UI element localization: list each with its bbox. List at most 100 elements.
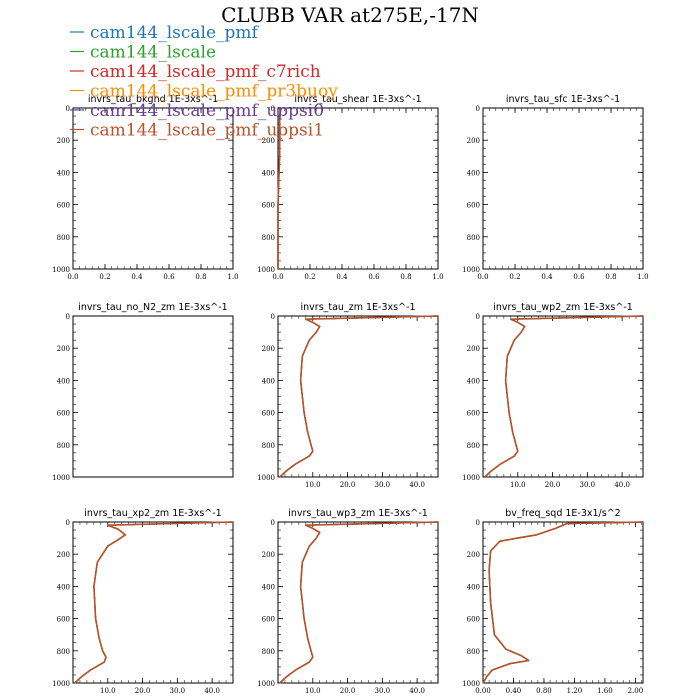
plot-frame bbox=[72, 315, 234, 478]
x-tick-label: 10.0 bbox=[305, 687, 321, 695]
panel-8: invrs_tau_wp3_zm 1E-3xs^-1 0 200 400 600 800 1… bbox=[257, 508, 439, 695]
x-tick-label: 0.0 bbox=[477, 273, 488, 281]
panel-6: invrs_tau_wp2_zm 1E-3xs^-1 0 200 400 600 800 1… bbox=[462, 302, 644, 489]
y-tick-label: 1000 bbox=[52, 266, 70, 274]
y-tick-label: 1000 bbox=[257, 680, 275, 688]
panel-9: bv_freq_sqd 1E-3x1/s^2020040060080010000… bbox=[462, 508, 644, 695]
x-tick-label: 30.0 bbox=[170, 687, 186, 695]
series-line-3 bbox=[279, 315, 439, 478]
panels: invrs_tau_bkgnd 1E-3xs^-1 0 200 400 600 800 10… bbox=[52, 94, 648, 695]
y-tick-label: 1000 bbox=[257, 474, 275, 482]
x-tick-label: 40.0 bbox=[409, 481, 425, 489]
y-tick-label: 1000 bbox=[52, 474, 70, 482]
y-tick-label: 200 bbox=[57, 551, 70, 559]
y-tick-label: 0 bbox=[476, 105, 480, 113]
x-tick-label: 20.0 bbox=[340, 481, 356, 489]
y-tick-label: 800 bbox=[57, 648, 70, 656]
y-tick-label: 200 bbox=[262, 345, 275, 353]
series-line-1 bbox=[279, 315, 439, 478]
series-line-6 bbox=[482, 521, 644, 684]
y-tick-label: 400 bbox=[57, 377, 70, 385]
panel-5: invrs_tau_zm 1E-3xs^-1 0 200 400 600 800 1000 1… bbox=[257, 302, 439, 489]
legend-entry: cam144_lscale_pmf_c7rich bbox=[90, 62, 321, 82]
x-tick-label: 1.0 bbox=[637, 273, 648, 281]
y-tick-label: 600 bbox=[262, 202, 275, 210]
y-tick-label: 0 bbox=[271, 313, 275, 321]
y-tick-label: 800 bbox=[262, 648, 275, 656]
series-line-1 bbox=[482, 521, 644, 684]
y-tick-label: 400 bbox=[57, 169, 70, 177]
panel-7: invrs_tau_xp2_zm 1E-3xs^-1 0 200 400 600 800 1… bbox=[52, 508, 234, 695]
plot-frame bbox=[482, 521, 644, 684]
y-tick-label: 800 bbox=[467, 442, 480, 450]
panel-title: bv_freq_sqd 1E-3x1/s^2 bbox=[505, 508, 620, 519]
series-line-2 bbox=[484, 315, 644, 478]
x-tick-label: 0.8 bbox=[400, 273, 411, 281]
x-tick-label: 20.0 bbox=[545, 481, 561, 489]
panel-title: invrs_tau_sfc 1E-3xs^-1 bbox=[506, 94, 620, 105]
x-tick-label: 10.0 bbox=[100, 687, 116, 695]
x-tick-label: 0.8 bbox=[195, 273, 206, 281]
x-tick-label: 0.00 bbox=[475, 687, 491, 695]
series-line-6 bbox=[277, 107, 282, 269]
x-tick-label: 0.6 bbox=[163, 273, 175, 281]
x-tick-label: 1.0 bbox=[432, 273, 443, 281]
legend-entry: cam144_lscale_pmf_pr3buoy bbox=[90, 82, 338, 102]
panel-title: invrs_tau_no_N2_zm 1E-3xs^-1 bbox=[78, 302, 227, 313]
series-line-6 bbox=[484, 315, 644, 478]
y-tick-label: 800 bbox=[262, 442, 275, 450]
legend-entry: cam144_lscale bbox=[90, 43, 216, 63]
figure-title: CLUBB VAR at275E,-17N bbox=[221, 3, 479, 27]
y-tick-label: 800 bbox=[467, 234, 480, 242]
x-tick-label: 30.0 bbox=[580, 481, 596, 489]
x-tick-label: 0.2 bbox=[99, 273, 110, 281]
y-tick-label: 200 bbox=[262, 137, 275, 145]
y-tick-label: 0 bbox=[476, 313, 480, 321]
y-tick-label: 800 bbox=[57, 442, 70, 450]
series-line-4 bbox=[74, 521, 234, 684]
panel-4: invrs_tau_no_N2_zm 1E-3xs^-1 0 200 400 600 80… bbox=[52, 302, 234, 482]
x-tick-label: 10.0 bbox=[510, 481, 526, 489]
panel-title: invrs_tau_zm 1E-3xs^-1 bbox=[301, 302, 416, 313]
y-tick-label: 200 bbox=[467, 137, 480, 145]
legend: cam144_lscale_pmfcam144_lscalecam144_lsc… bbox=[70, 23, 338, 141]
series-line-4 bbox=[279, 315, 439, 478]
series-line-2 bbox=[74, 521, 234, 684]
series-line-3 bbox=[279, 521, 439, 684]
y-tick-label: 1000 bbox=[462, 680, 480, 688]
y-tick-label: 200 bbox=[467, 551, 480, 559]
y-tick-label: 400 bbox=[467, 583, 480, 591]
x-tick-label: 30.0 bbox=[375, 481, 391, 489]
series-line-3 bbox=[482, 521, 644, 684]
x-tick-label: 0.80 bbox=[536, 687, 552, 695]
y-tick-label: 0 bbox=[66, 519, 70, 527]
y-tick-label: 800 bbox=[467, 648, 480, 656]
y-tick-label: 0 bbox=[271, 519, 275, 527]
x-tick-label: 1.60 bbox=[597, 687, 613, 695]
series-line-1 bbox=[279, 521, 439, 684]
y-tick-label: 400 bbox=[57, 583, 70, 591]
plot-frame bbox=[482, 107, 644, 270]
series-line-5 bbox=[74, 521, 234, 684]
series-line-5 bbox=[279, 315, 439, 478]
legend-entry: cam144_lscale_pmf_uppsi0 bbox=[90, 101, 324, 121]
x-tick-label: 0.8 bbox=[605, 273, 616, 281]
y-tick-label: 200 bbox=[262, 551, 275, 559]
y-tick-label: 0 bbox=[66, 105, 70, 113]
y-tick-label: 0 bbox=[66, 313, 70, 321]
y-tick-label: 600 bbox=[467, 410, 480, 418]
x-tick-label: 30.0 bbox=[375, 687, 391, 695]
y-tick-label: 400 bbox=[467, 169, 480, 177]
panel-title: invrs_tau_shear 1E-3xs^-1 bbox=[294, 94, 421, 105]
series-line-1 bbox=[484, 315, 644, 478]
x-tick-label: 40.0 bbox=[614, 481, 630, 489]
x-tick-label: 2.00 bbox=[628, 687, 644, 695]
x-tick-label: 1.0 bbox=[227, 273, 238, 281]
y-tick-label: 400 bbox=[262, 377, 275, 385]
x-tick-label: 10.0 bbox=[305, 481, 321, 489]
panel-2: invrs_tau_shear 1E-3xs^-1 0 200 400 600 800 10… bbox=[257, 94, 443, 281]
panel-title: invrs_tau_xp2_zm 1E-3xs^-1 bbox=[84, 508, 221, 519]
series-line-4 bbox=[484, 315, 644, 478]
series-line-5 bbox=[279, 521, 439, 684]
